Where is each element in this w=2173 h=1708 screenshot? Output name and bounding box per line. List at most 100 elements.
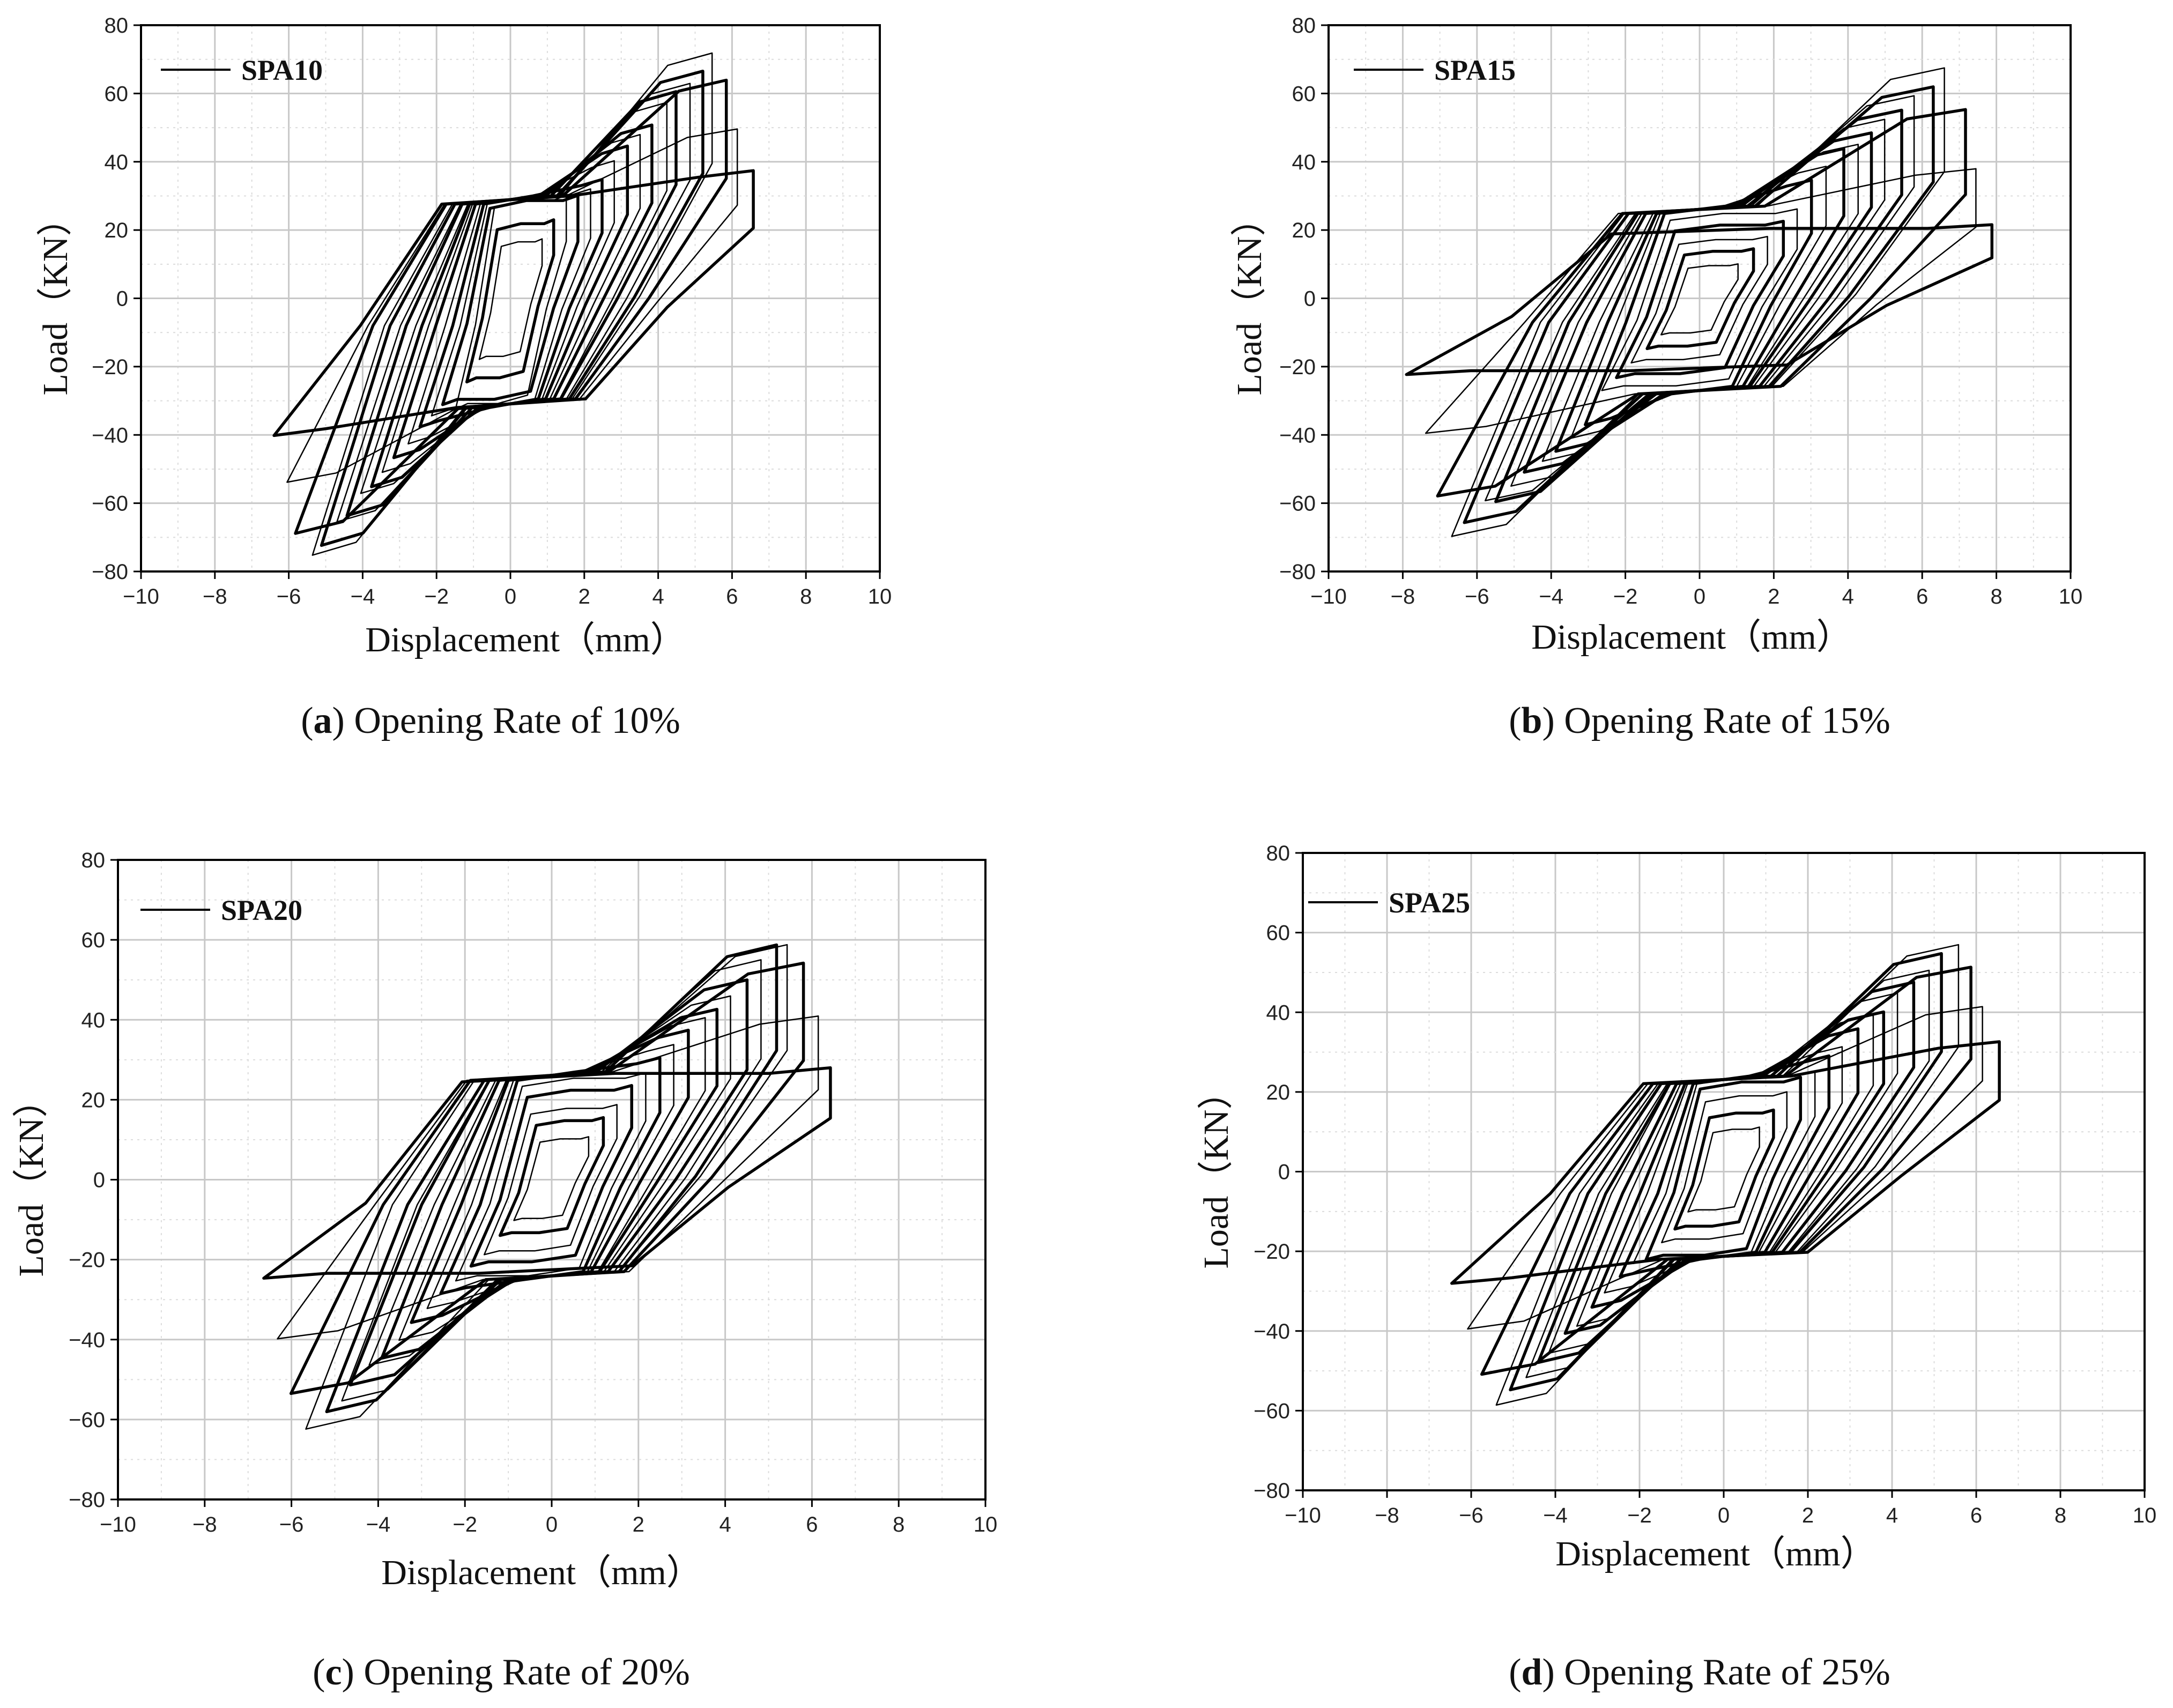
hysteresis-loop	[1436, 108, 1967, 497]
x-tick-label: 8	[800, 585, 812, 608]
y-tick-label: 0	[93, 1169, 105, 1192]
hysteresis-loop	[1450, 1040, 2001, 1285]
caption-c: (c) Opening Rate of 20%	[313, 1652, 690, 1693]
x-tick-label: −10	[123, 585, 159, 608]
hysteresis-loop	[341, 959, 762, 1402]
hysteresis-loop	[272, 169, 755, 437]
x-tick-label: 10	[2133, 1504, 2157, 1527]
y-tick-label: 80	[81, 849, 106, 872]
y-tick-label: 60	[1266, 922, 1291, 945]
x-axis-title: Displacement（mm）	[381, 1553, 702, 1592]
hysteresis-loop	[1615, 219, 1785, 380]
hysteresis-loop	[320, 69, 704, 547]
x-tick-label: −6	[277, 585, 301, 608]
hysteresis-loop	[1673, 1108, 1775, 1231]
caption-d-letter: d	[1521, 1652, 1542, 1693]
x-tick-label: −8	[203, 585, 227, 608]
y-tick-label: −40	[69, 1328, 105, 1352]
hysteresis-loop	[1687, 1126, 1760, 1213]
hysteresis-loop	[1645, 247, 1755, 351]
hysteresis-loop	[1495, 944, 1960, 1406]
y-tick-label: 20	[81, 1088, 106, 1112]
y-tick-label: 0	[1304, 287, 1316, 311]
hysteresis-loop	[498, 1116, 605, 1237]
x-tick-label: 4	[719, 1513, 731, 1536]
legend-label: SPA25	[1389, 887, 1470, 919]
x-tick-label: −10	[1310, 585, 1347, 608]
x-tick-label: −8	[192, 1513, 217, 1536]
chart-panel-4: −10 −8 −6 −4 −2 0 2 4 6 8 10−80−60−40−20020406080D…	[1197, 842, 2156, 1573]
hysteresis-loop	[1563, 1010, 1886, 1335]
hysteresis-loop	[478, 238, 543, 360]
y-tick-label: 0	[1278, 1161, 1290, 1184]
y-tick-label: −80	[69, 1488, 105, 1512]
caption-b: (b) Opening Rate of 15%	[1509, 700, 1890, 741]
y-tick-label: 80	[1292, 14, 1316, 38]
y-tick-label: 20	[1266, 1081, 1291, 1104]
hysteresis-loop	[1576, 1014, 1874, 1327]
y-tick-label: 20	[1292, 219, 1316, 242]
y-tick-label: −20	[92, 355, 128, 379]
caption-d-text: Opening Rate of 25%	[1564, 1652, 1890, 1693]
x-tick-label: 10	[2059, 585, 2083, 608]
x-axis-title: Displacement（mm）	[365, 620, 686, 659]
hysteresis-loop	[455, 194, 567, 410]
x-tick-label: −10	[100, 1513, 136, 1536]
x-tick-label: −6	[1465, 585, 1489, 608]
series-SPA15	[1405, 67, 1994, 537]
y-tick-label: 40	[1292, 151, 1316, 174]
y-tick-label: 40	[81, 1008, 106, 1032]
x-tick-label: 0	[505, 585, 516, 608]
x-tick-label: 8	[2055, 1504, 2066, 1527]
hysteresis-loop	[312, 52, 713, 556]
x-tick-label: −4	[351, 585, 375, 608]
chart-panel-1: −10 −8 −6 −4 −2 0 2 4 6 8 10−80−60−40−20020406080D…	[36, 14, 892, 659]
hysteresis-loop	[336, 83, 691, 523]
x-tick-label: 0	[1694, 585, 1705, 608]
hysteresis-loop	[410, 1028, 690, 1324]
hysteresis-loop	[1510, 118, 1886, 487]
y-tick-label: −80	[1279, 560, 1316, 584]
caption-b-letter: b	[1521, 700, 1542, 741]
y-axis-title: Load（KN）	[12, 1082, 51, 1277]
x-tick-label: 4	[652, 585, 664, 608]
hysteresis-loop	[1480, 966, 1972, 1376]
x-tick-label: −4	[1543, 1504, 1568, 1527]
x-axis-title: Displacement（mm）	[1531, 618, 1852, 657]
x-tick-label: 2	[1802, 1504, 1814, 1527]
hysteresis-loop	[1425, 168, 1977, 434]
chart-panel-3: −10 −8 −6 −4 −2 0 2 4 6 8 10−80−60−40−20020406080D…	[12, 849, 997, 1592]
y-tick-label: 0	[116, 287, 128, 311]
y-tick-label: −40	[92, 424, 128, 447]
x-axis-title: Displacement（mm）	[1555, 1534, 1876, 1573]
x-tick-label: 6	[1970, 1504, 1982, 1527]
x-tick-label: −4	[1539, 585, 1563, 608]
hysteresis-loop	[262, 1066, 832, 1280]
x-tick-label: −4	[366, 1513, 391, 1536]
x-tick-label: 10	[974, 1513, 998, 1536]
y-tick-label: −40	[1254, 1320, 1290, 1343]
x-tick-label: −8	[1391, 585, 1415, 608]
hysteresis-loop	[398, 1017, 706, 1341]
x-tick-label: 2	[1768, 585, 1779, 608]
y-tick-label: 40	[1266, 1001, 1291, 1024]
hysteresis-loop	[483, 1104, 618, 1256]
caption-a: (a) Opening Rate of 10%	[301, 700, 680, 741]
y-tick-label: −80	[92, 560, 128, 584]
y-tick-label: −60	[1254, 1399, 1290, 1423]
hysteresis-loop	[294, 78, 728, 535]
x-tick-label: −6	[279, 1513, 304, 1536]
hysteresis-loop	[380, 1007, 719, 1360]
series-SPA20	[262, 943, 832, 1430]
hysteresis-loop	[345, 90, 678, 517]
hysteresis-loop	[1494, 108, 1903, 503]
x-tick-label: 2	[579, 585, 590, 608]
x-tick-label: 6	[1916, 585, 1928, 608]
y-tick-label: −60	[92, 492, 128, 516]
hysteresis-loop	[325, 943, 778, 1414]
hysteresis-loop	[360, 101, 668, 494]
hysteresis-loop	[277, 1015, 819, 1340]
y-tick-label: −80	[1254, 1479, 1290, 1503]
legend-label: SPA20	[221, 894, 302, 926]
